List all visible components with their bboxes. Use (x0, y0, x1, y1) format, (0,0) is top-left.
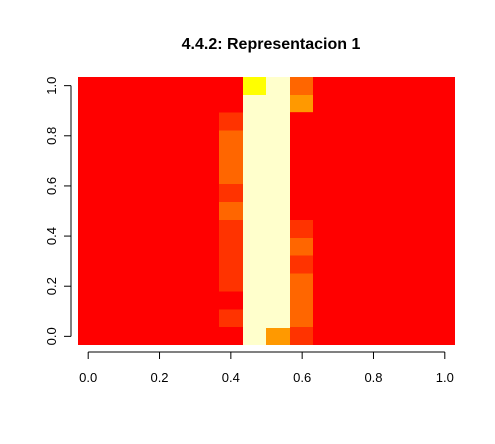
heatmap-cell (219, 112, 243, 131)
chart-title: 4.4.2: Representacion 1 (182, 36, 361, 53)
y-tick-label: 0.6 (44, 177, 59, 195)
x-tick-label: 0.8 (364, 370, 382, 385)
heatmap-cell (290, 130, 313, 149)
heatmap-cell (290, 309, 313, 328)
y-tick-label: 1.0 (44, 77, 59, 95)
x-axis: 0.0 0.2 0.4 0.6 0.8 1.0 (79, 351, 454, 385)
heatmap-cell (219, 130, 243, 149)
heatmap-cell (219, 255, 243, 274)
heatmap-cell (266, 328, 290, 345)
heatmap-cells (78, 77, 455, 345)
heatmap-cell (290, 184, 313, 203)
heatmap-cell (243, 77, 266, 95)
heatmap-cell (290, 202, 313, 220)
heatmap-cell (290, 148, 313, 167)
heatmap-cell (219, 291, 243, 310)
x-tick-label: 0.6 (293, 370, 311, 385)
heatmap-cell (219, 77, 243, 95)
heatmap-cell (219, 219, 243, 238)
heatmap-cell (243, 77, 290, 345)
heatmap-cell (290, 95, 313, 112)
heatmap-cell (290, 166, 313, 185)
x-tick-label: 1.0 (436, 370, 454, 385)
heatmap-cell (290, 327, 313, 345)
heatmap-cell (290, 112, 313, 131)
heatmap-cell (219, 148, 243, 167)
heatmap-cell (219, 327, 243, 345)
heatmap-cell (290, 237, 313, 256)
y-axis: 0.0 0.2 0.4 0.6 0.8 1.0 (44, 77, 72, 345)
y-tick-label: 0.2 (44, 277, 59, 295)
heatmap-cell (290, 291, 313, 310)
y-tick-label: 0.0 (44, 327, 59, 345)
x-tick-label: 0.2 (150, 370, 168, 385)
heatmap-cell (219, 237, 243, 256)
y-tick-label: 0.4 (44, 227, 59, 245)
heatmap-cell (290, 255, 313, 274)
heatmap-cell (219, 166, 243, 185)
x-tick-label: 0.4 (222, 370, 240, 385)
heatmap-cell (290, 219, 313, 238)
heatmap-cell (219, 94, 243, 113)
heatmap-cell (219, 273, 243, 292)
heatmap-cell (219, 202, 243, 220)
heatmap-cell (290, 77, 313, 95)
y-tick-label: 0.8 (44, 127, 59, 145)
heatmap-cell (290, 273, 313, 292)
x-tick-label: 0.0 (79, 370, 97, 385)
heatmap-cell (219, 184, 243, 203)
heatmap-cell (219, 309, 243, 328)
